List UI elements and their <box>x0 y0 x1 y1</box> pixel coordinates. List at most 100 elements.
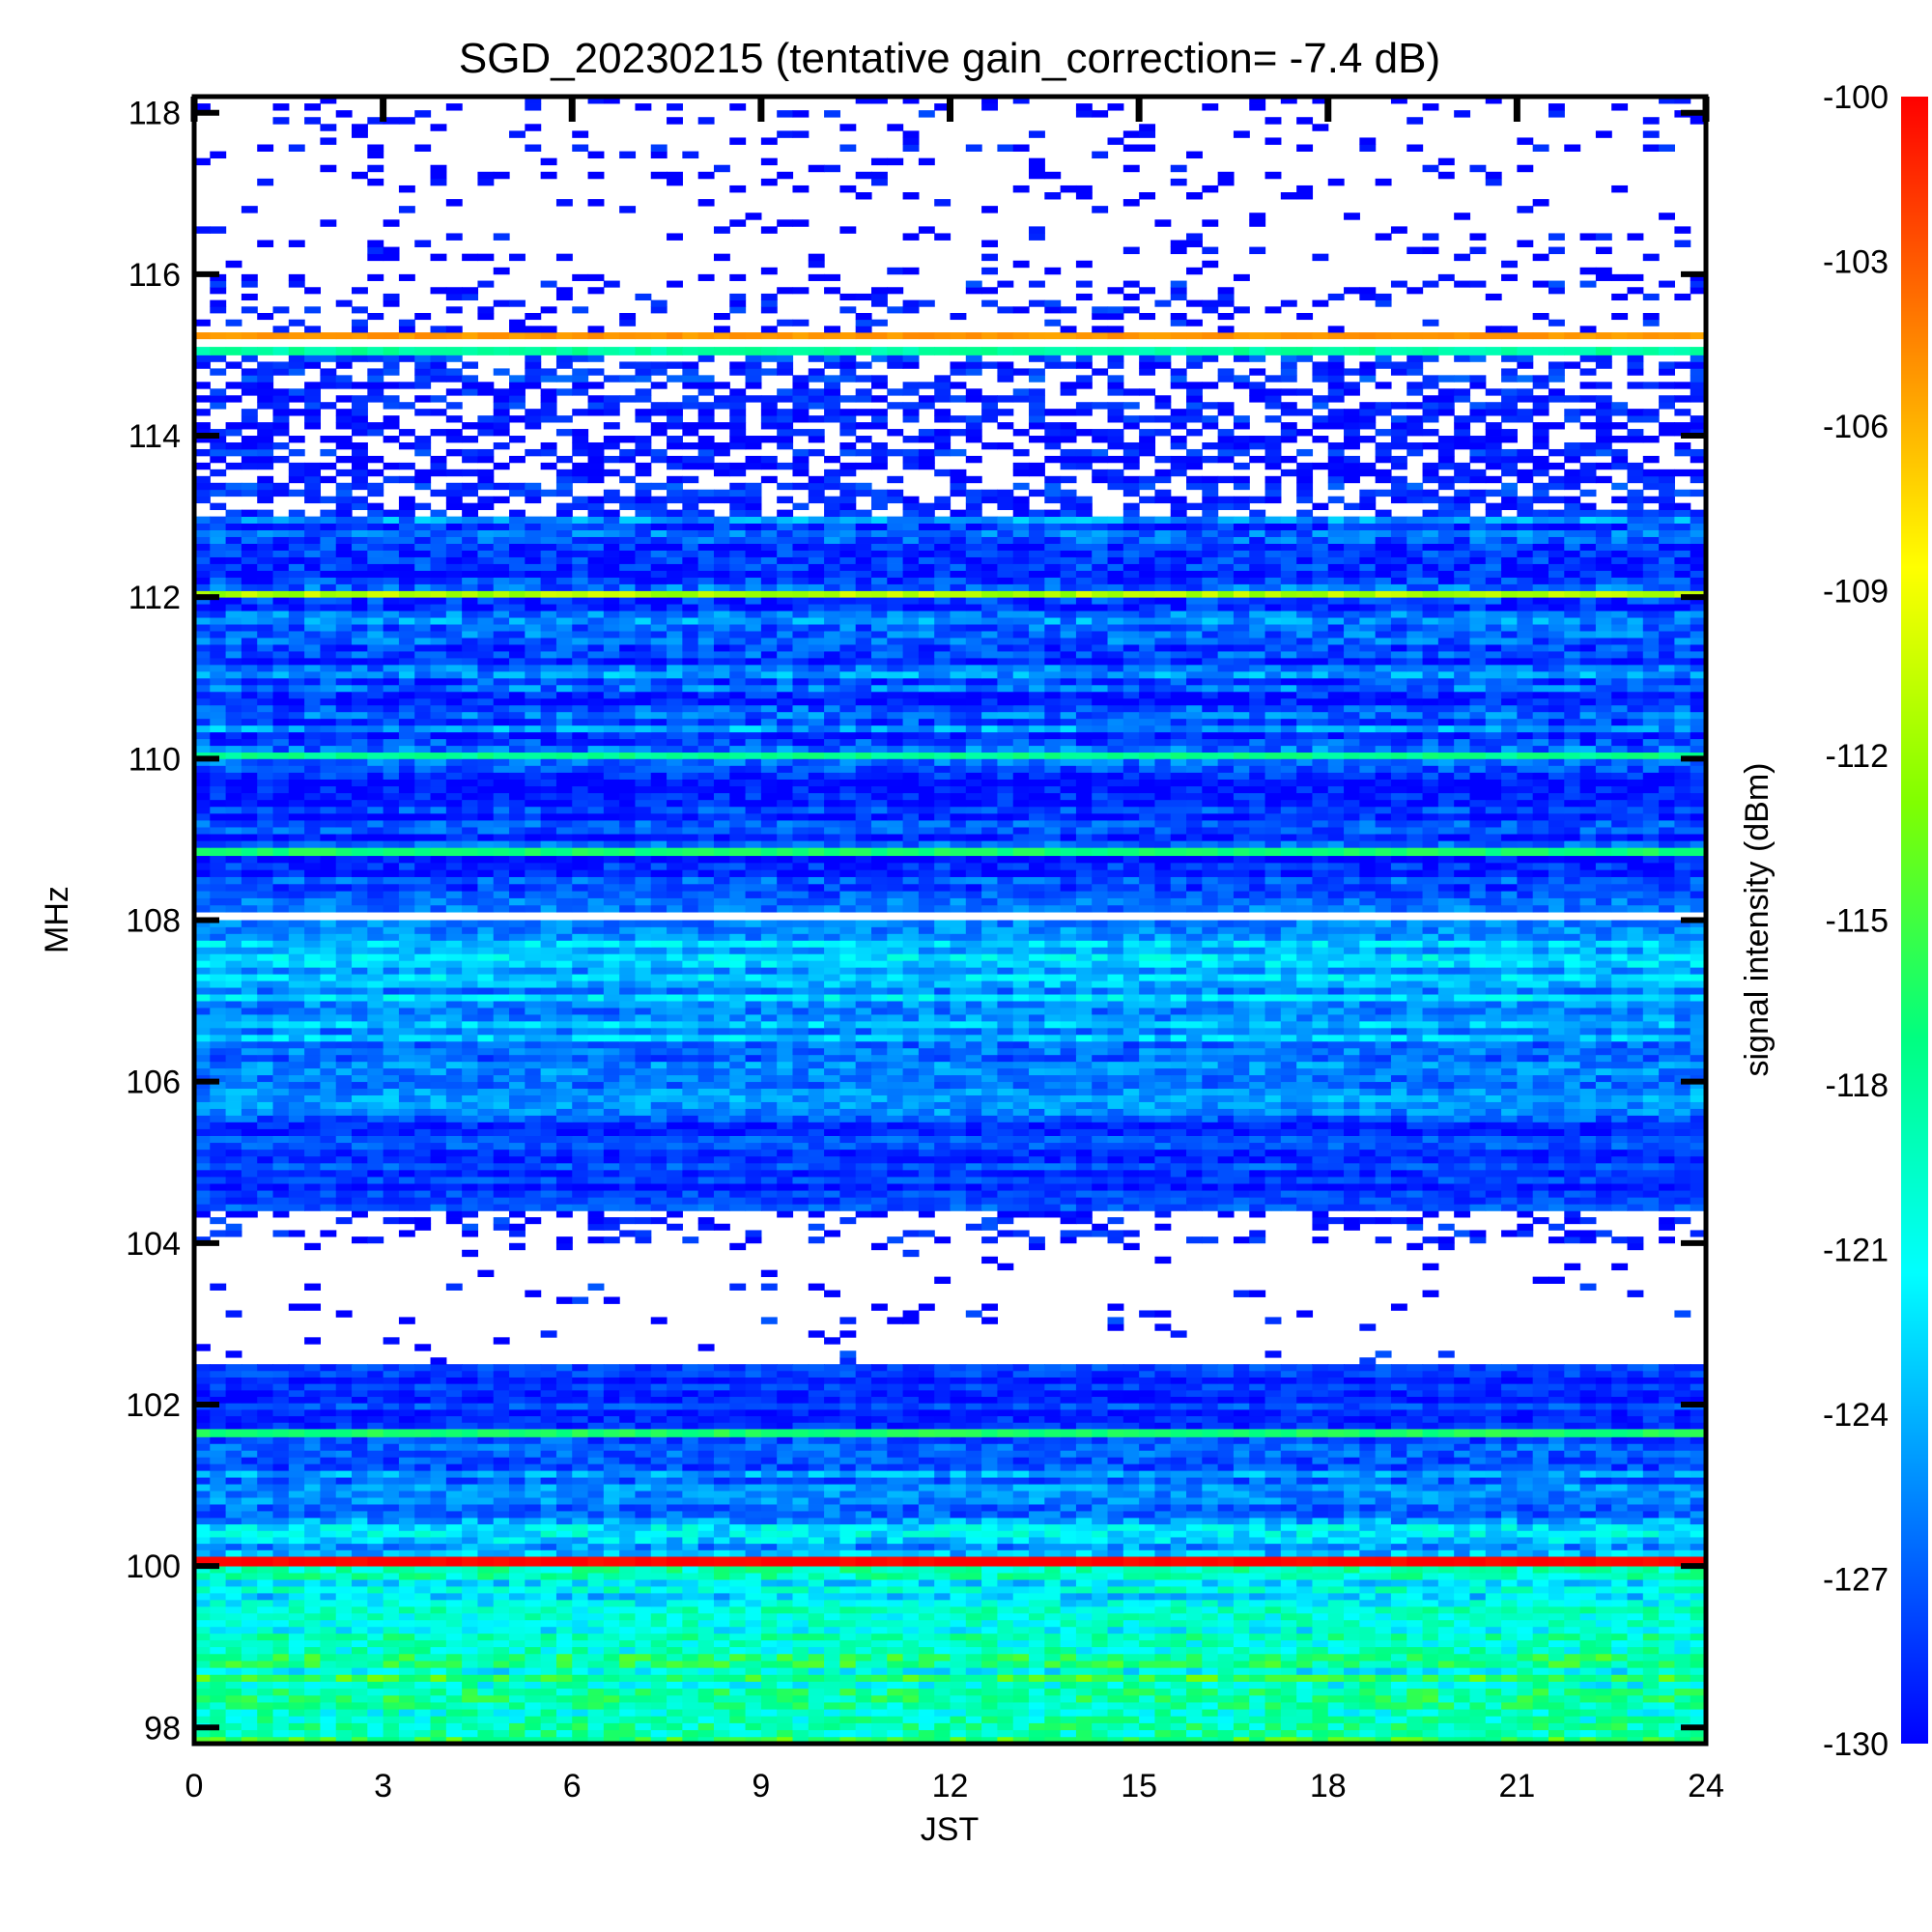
heatmap-cell <box>682 1592 699 1601</box>
heatmap-cell <box>288 1443 305 1451</box>
heatmap-cell <box>1501 1709 1518 1717</box>
heatmap-cell <box>777 1389 794 1398</box>
heatmap-cell <box>713 1716 730 1723</box>
heatmap-cell <box>1674 1523 1691 1531</box>
heatmap-cell <box>1690 1549 1707 1557</box>
heatmap-cell <box>525 1429 542 1437</box>
heatmap-cell <box>824 1436 840 1444</box>
heatmap-cell <box>383 1396 400 1404</box>
heatmap-cell <box>1690 1674 1707 1682</box>
heatmap-cell <box>619 1722 637 1731</box>
heatmap-cell <box>1217 1619 1235 1628</box>
heatmap-cell <box>367 1389 384 1398</box>
heatmap-cell <box>572 1661 589 1668</box>
heatmap-cell <box>1186 1688 1203 1696</box>
heatmap-cell <box>1390 1573 1407 1580</box>
heatmap-cell <box>1296 1408 1314 1417</box>
heatmap-cell <box>1548 1736 1565 1745</box>
heatmap-cell <box>398 1688 415 1696</box>
heatmap-cell <box>445 1523 463 1531</box>
heatmap-cell <box>477 1653 495 1662</box>
heatmap-cell <box>729 1477 747 1485</box>
heatmap-cell <box>713 1688 730 1696</box>
heatmap-cell <box>1327 1549 1345 1557</box>
heatmap-cell <box>1202 1716 1219 1723</box>
heatmap-cell <box>1264 1450 1282 1458</box>
heatmap-cell <box>729 1511 747 1519</box>
heatmap-cell <box>1359 1549 1377 1557</box>
heatmap-cell <box>335 1694 353 1703</box>
heatmap-cell <box>445 1543 463 1550</box>
heatmap-cell <box>870 1549 888 1557</box>
heatmap-cell <box>934 1556 952 1567</box>
heatmap-cell <box>855 1484 872 1492</box>
heatmap-cell <box>792 1443 810 1451</box>
heatmap-cell <box>335 1422 353 1430</box>
heatmap-cell <box>1012 1484 1030 1492</box>
heatmap-cell <box>367 1491 384 1498</box>
heatmap-cell <box>603 1530 620 1538</box>
heatmap-cell <box>1154 1450 1172 1458</box>
heatmap-cell <box>1375 1543 1392 1550</box>
heatmap-cell <box>965 1463 982 1471</box>
heatmap-cell <box>241 1422 258 1430</box>
heatmap-cell <box>1264 1543 1282 1550</box>
heatmap-cell <box>1501 1457 1518 1464</box>
heatmap-cell <box>1548 1396 1565 1404</box>
heatmap-cell <box>210 1586 227 1594</box>
heatmap-cell <box>1312 1408 1329 1417</box>
heatmap-cell <box>367 1653 384 1662</box>
heatmap-cell <box>792 1579 810 1587</box>
heatmap-cell <box>225 1667 242 1675</box>
heatmap-cell <box>997 1537 1014 1545</box>
heatmap-cell <box>1264 1511 1282 1519</box>
heatmap-cell <box>808 1422 825 1430</box>
heatmap-cell <box>635 1484 652 1492</box>
heatmap-cell <box>398 1556 415 1567</box>
heatmap-cell <box>241 1484 258 1492</box>
heatmap-cell <box>225 1549 242 1557</box>
heatmap-cell <box>1390 1599 1407 1607</box>
heatmap-cell <box>855 1511 872 1519</box>
heatmap-cell <box>1659 1605 1675 1614</box>
heatmap-cell <box>635 1626 652 1634</box>
heatmap-cell <box>1107 1626 1124 1634</box>
heatmap-cell <box>997 1626 1014 1634</box>
heatmap-cell <box>1044 1549 1062 1557</box>
heatmap-cell <box>667 1543 683 1550</box>
heatmap-cell <box>1107 1463 1124 1471</box>
heatmap-cell <box>697 1633 715 1641</box>
heatmap-cell <box>1674 1408 1691 1417</box>
heatmap-cell <box>1327 1573 1345 1580</box>
heatmap-cell <box>210 1443 227 1451</box>
heatmap-cell <box>525 1556 542 1567</box>
heatmap-cell <box>1170 1736 1187 1745</box>
heatmap-cell <box>902 1484 920 1492</box>
heatmap-cell <box>824 1722 840 1731</box>
heatmap-cell <box>667 1619 683 1628</box>
heatmap-cell <box>682 1586 699 1594</box>
heatmap-cell <box>1454 1543 1471 1550</box>
heatmap-cell <box>808 1549 825 1557</box>
heatmap-cell <box>934 1450 952 1458</box>
heatmap-cell <box>1344 1408 1360 1417</box>
heatmap-cell <box>320 1573 337 1580</box>
heatmap-cell <box>713 1619 730 1628</box>
heatmap-cell <box>808 1694 825 1703</box>
heatmap-cell <box>824 1429 840 1437</box>
heatmap-cell <box>555 1537 573 1545</box>
heatmap-cell <box>1674 1646 1691 1655</box>
heatmap-cell <box>918 1389 935 1398</box>
heatmap-cell <box>1154 1573 1172 1580</box>
heatmap-cell <box>383 1566 400 1574</box>
heatmap-cell <box>414 1497 432 1505</box>
heatmap-cell <box>540 1626 557 1634</box>
heatmap-cell <box>824 1504 840 1512</box>
heatmap-cell <box>981 1599 998 1607</box>
heatmap-cell <box>304 1477 322 1485</box>
heatmap-cell <box>1186 1422 1203 1430</box>
heatmap-cell <box>824 1667 840 1675</box>
heatmap-cell <box>1154 1543 1172 1550</box>
heatmap-cell <box>1390 1436 1407 1444</box>
heatmap-cell <box>587 1491 605 1498</box>
